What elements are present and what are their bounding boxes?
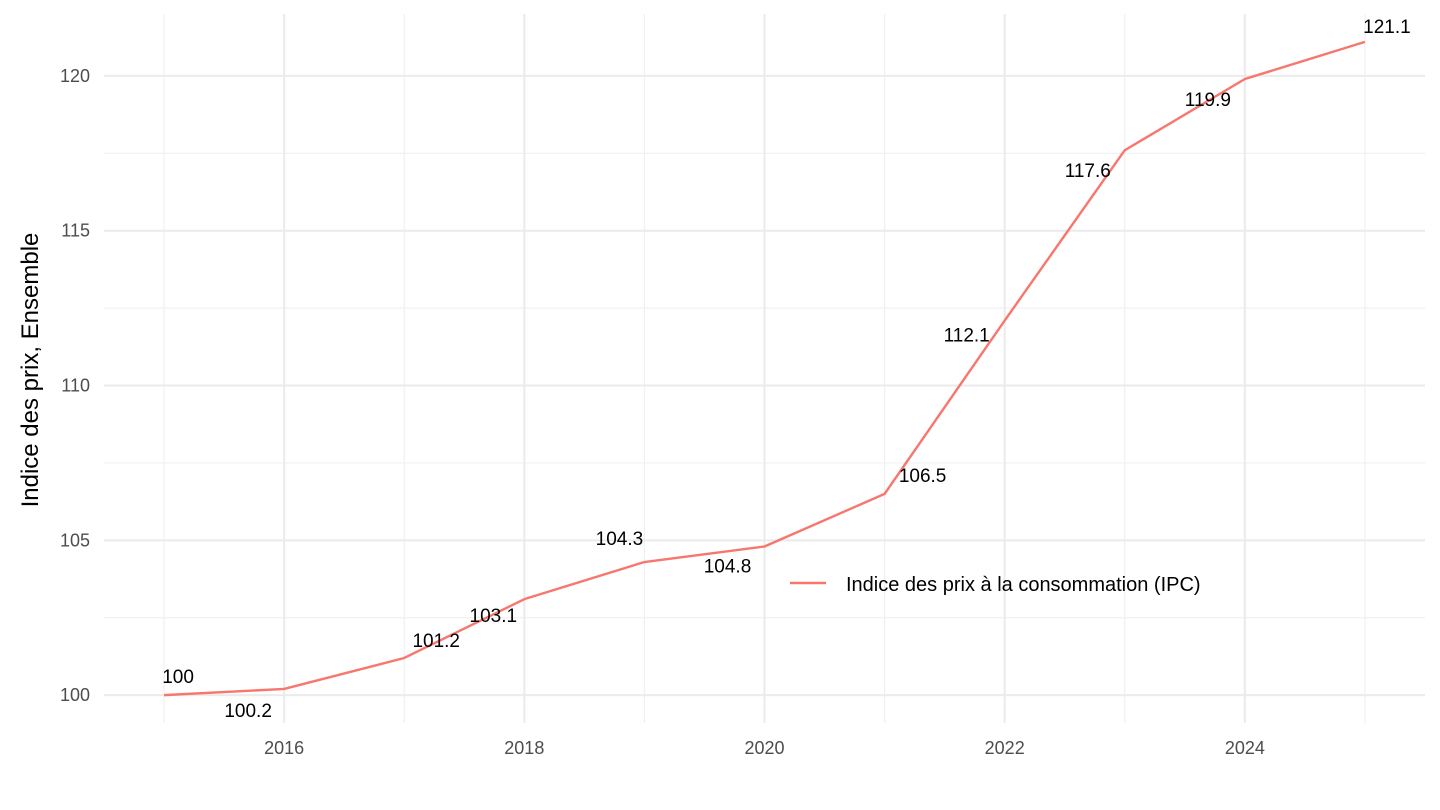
x-tick-label: 2020 bbox=[744, 738, 784, 758]
y-tick-label: 100 bbox=[60, 685, 90, 705]
data-label: 121.1 bbox=[1363, 17, 1411, 38]
data-label: 104.8 bbox=[704, 557, 752, 578]
legend-label: Indice des prix à la consommation (IPC) bbox=[846, 574, 1201, 596]
y-tick-label: 120 bbox=[60, 66, 90, 86]
y-tick-label: 105 bbox=[60, 530, 90, 550]
grid bbox=[104, 14, 1425, 723]
data-label: 112.1 bbox=[944, 326, 990, 347]
data-label: 117.6 bbox=[1065, 161, 1111, 182]
data-label: 103.1 bbox=[470, 606, 518, 627]
x-tick-label: 2022 bbox=[985, 738, 1025, 758]
y-tick-label: 110 bbox=[61, 376, 90, 396]
data-labels: 100 100.2 101.2 103.1 104.3 104.8 106.5 112.1 11… bbox=[162, 17, 1411, 722]
data-label: 101.2 bbox=[412, 631, 460, 652]
data-label: 106.5 bbox=[899, 466, 947, 487]
y-axis-title: Indice des prix, Ensemble bbox=[17, 233, 44, 508]
series-line bbox=[163, 40, 1366, 697]
data-label: 100.2 bbox=[224, 701, 272, 722]
data-label: 100 bbox=[162, 667, 194, 688]
x-tick-label: 2016 bbox=[264, 738, 304, 758]
y-tick-label: 115 bbox=[61, 221, 90, 241]
data-label: 104.3 bbox=[596, 529, 644, 550]
series-layer bbox=[163, 40, 1366, 697]
data-label: 119.9 bbox=[1185, 90, 1231, 111]
legend: Indice des prix à la consommation (IPC) bbox=[790, 574, 1201, 596]
x-tick-label: 2018 bbox=[504, 738, 544, 758]
x-axis-ticks: 2016 2018 2020 2022 2024 bbox=[264, 738, 1265, 758]
x-tick-label: 2024 bbox=[1225, 738, 1265, 758]
y-axis-ticks: 100 105 110 115 120 bbox=[60, 66, 90, 705]
